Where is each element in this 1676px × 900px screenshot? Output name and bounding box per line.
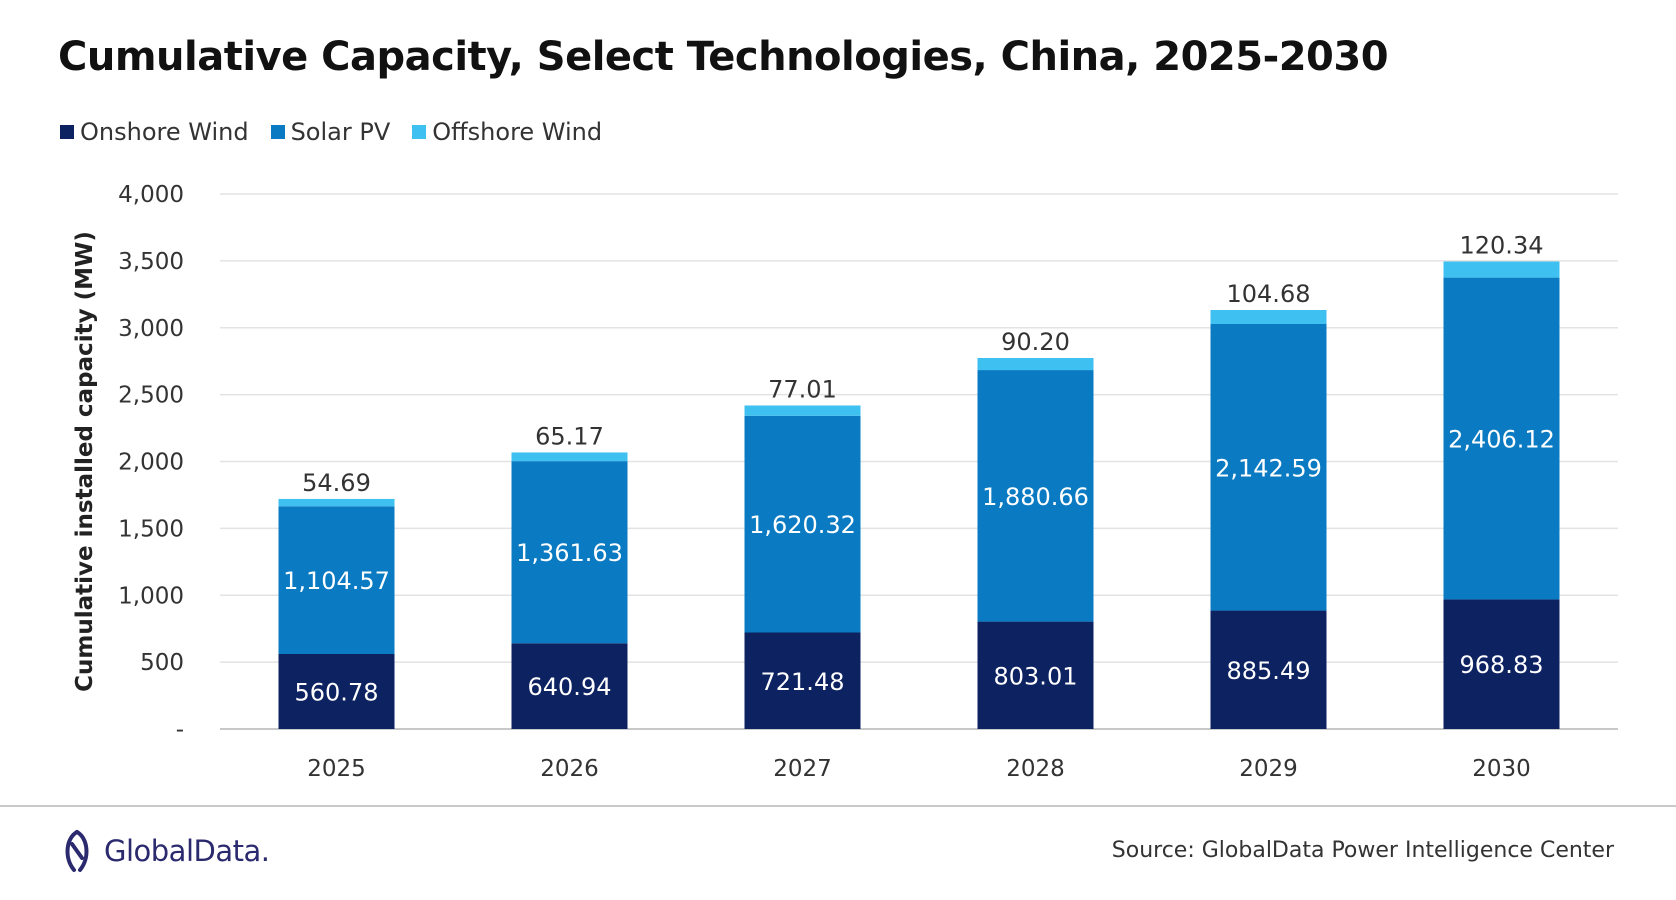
bar-segment-offshore-wind xyxy=(511,452,628,462)
bar-segment-solar-pv xyxy=(278,506,395,654)
footer-divider xyxy=(0,805,1676,807)
bar-segment-offshore-wind xyxy=(1210,309,1327,324)
data-label: 90.20 xyxy=(1001,328,1070,356)
bar-segment-onshore-wind xyxy=(1210,610,1327,729)
data-label: 104.68 xyxy=(1227,280,1311,308)
y-tick-label: 1,500 xyxy=(118,516,184,542)
y-tick-label: 1,000 xyxy=(118,583,184,609)
y-tick-label: 500 xyxy=(140,650,184,676)
legend-item-solar-pv: Solar PV xyxy=(270,118,391,146)
legend-item-onshore-wind: Onshore Wind xyxy=(60,118,249,146)
data-label: 65.17 xyxy=(535,422,604,450)
y-tick-label: - xyxy=(176,717,184,743)
legend-item-offshore-wind: Offshore Wind xyxy=(412,118,602,146)
y-tick-label: 3,500 xyxy=(118,249,184,275)
data-label: 640.94 xyxy=(528,673,612,701)
stacked-bar-chart: - 500 1,000 1,500 2,000 2,500 3,000 3,500 4,000 C… xyxy=(72,182,1618,782)
data-label: 968.83 xyxy=(1460,651,1544,679)
source-note: Source: GlobalData Power Intelligence Ce… xyxy=(1111,838,1614,863)
bar-segment-solar-pv xyxy=(511,461,628,644)
data-label: 1,361.63 xyxy=(516,539,623,567)
x-tick-label: 2029 xyxy=(1239,756,1298,782)
data-label: 1,620.32 xyxy=(749,511,856,539)
data-label: 1,104.57 xyxy=(283,567,390,595)
legend-label-onshore-wind: Onshore Wind xyxy=(80,118,249,146)
bar-segment-solar-pv xyxy=(1210,323,1327,611)
y-tick-label: 2,000 xyxy=(118,450,184,476)
x-tick-label: 2026 xyxy=(540,756,599,782)
y-tick-label: 3,000 xyxy=(118,316,184,342)
globaldata-logo: GlobalData. xyxy=(58,828,270,874)
chart-legend: Onshore Wind Solar PV Offshore Wind xyxy=(60,118,602,146)
globaldata-logo-icon xyxy=(65,830,89,872)
y-axis-title: Cumulative installed capacity (MW) xyxy=(72,231,98,692)
data-label: 120.34 xyxy=(1460,232,1544,260)
data-label: 560.78 xyxy=(295,678,379,706)
legend-swatch-offshore-wind xyxy=(412,125,427,139)
legend-swatch-solar-pv xyxy=(270,125,285,139)
data-label: 721.48 xyxy=(761,668,845,696)
bar-segment-offshore-wind xyxy=(744,405,861,416)
legend-swatch-onshore-wind xyxy=(60,125,74,139)
logo-text: GlobalData. xyxy=(104,834,270,868)
bar-segment-onshore-wind xyxy=(511,643,628,729)
legend-label-offshore-wind: Offshore Wind xyxy=(432,118,603,146)
data-label: 2,142.59 xyxy=(1215,454,1322,482)
y-tick-label: 2,500 xyxy=(118,383,184,409)
bar-segment-solar-pv xyxy=(744,415,861,633)
x-tick-label: 2028 xyxy=(1006,756,1065,782)
legend-label-solar-pv: Solar PV xyxy=(290,118,391,146)
data-label: 885.49 xyxy=(1227,657,1311,685)
data-label: 2,406.12 xyxy=(1448,426,1555,454)
x-tick-label: 2027 xyxy=(773,756,832,782)
bar-segment-onshore-wind xyxy=(278,653,395,729)
x-tick-label: 2025 xyxy=(307,756,366,782)
bar-segment-onshore-wind xyxy=(1443,599,1560,729)
bar-segment-solar-pv xyxy=(977,370,1094,622)
y-tick-label: 4,000 xyxy=(118,182,184,208)
data-label: 77.01 xyxy=(768,375,837,403)
data-label: 54.69 xyxy=(302,469,371,497)
bar-segment-offshore-wind xyxy=(278,498,395,507)
bar-segment-onshore-wind xyxy=(977,621,1094,729)
bar-segment-solar-pv xyxy=(1443,277,1560,600)
bar-segment-offshore-wind xyxy=(1443,261,1560,278)
x-tick-label: 2030 xyxy=(1472,756,1531,782)
data-label: 1,880.66 xyxy=(982,483,1089,511)
bar-segment-onshore-wind xyxy=(744,632,861,729)
data-label: 803.01 xyxy=(994,662,1078,690)
chart-title: Cumulative Capacity, Select Technologies… xyxy=(58,34,1389,80)
bar-segment-offshore-wind xyxy=(977,357,1094,371)
